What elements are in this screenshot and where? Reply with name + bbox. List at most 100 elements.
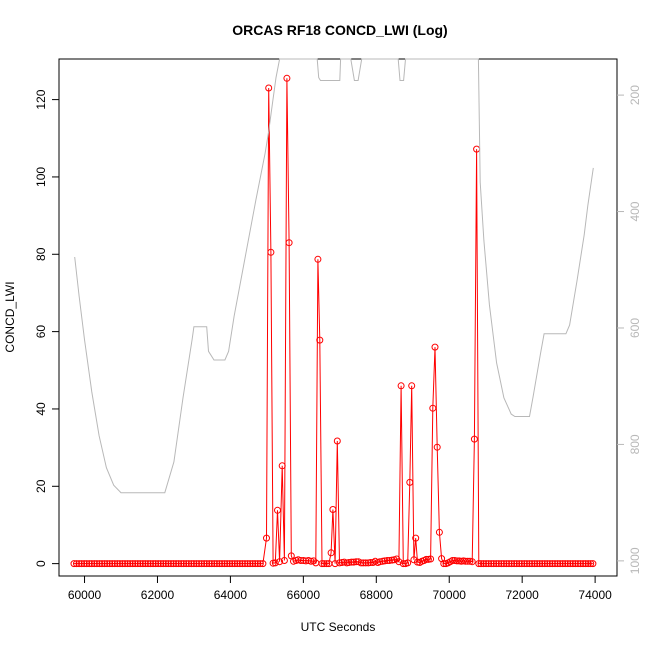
data-point (228, 560, 236, 568)
data-point (314, 255, 322, 263)
data-point (147, 560, 154, 568)
data-point (566, 560, 574, 568)
data-point (75, 560, 83, 568)
secondary-y-axis: 200 400 600 800 1000 (617, 85, 642, 574)
x-tick-label: 64000 (214, 588, 248, 602)
data-point (205, 560, 213, 568)
data-point (236, 560, 244, 568)
series-line (74, 78, 593, 565)
y2-tick-label: 200 (628, 85, 642, 105)
data-point (577, 560, 584, 568)
data-point (367, 559, 374, 566)
data-point (285, 239, 293, 247)
data-point (352, 558, 360, 566)
data-point (126, 560, 134, 568)
data-point (101, 560, 109, 568)
data-point (385, 557, 393, 564)
data-point (336, 559, 343, 567)
x-axis-label: UTC Seconds (301, 620, 376, 634)
data-point (241, 560, 249, 568)
data-point (139, 560, 147, 568)
data-point (559, 560, 567, 568)
data-point (548, 560, 556, 568)
data-point (267, 248, 275, 256)
data-point (316, 336, 324, 344)
data-point (216, 560, 223, 568)
y-axis: 0 20 40 60 80 100 120 (34, 89, 59, 567)
data-point (551, 560, 559, 568)
y-tick-label: 40 (34, 402, 48, 416)
x-tick-label: 66000 (287, 588, 321, 602)
data-point (399, 560, 407, 568)
data-point (318, 560, 326, 568)
data-point (80, 560, 88, 568)
data-point (195, 560, 203, 568)
data-point (404, 559, 412, 567)
data-point (78, 560, 86, 568)
data-point (170, 560, 177, 568)
data-point (569, 560, 577, 568)
data-point (157, 560, 165, 568)
data-point (280, 557, 288, 564)
data-point (427, 555, 435, 563)
y-tick-label: 20 (34, 479, 48, 493)
data-point (470, 435, 478, 443)
data-point (362, 559, 370, 567)
data-point (164, 560, 172, 568)
data-point (83, 560, 91, 568)
data-point (515, 560, 523, 568)
data-point (278, 462, 286, 470)
data-point (198, 560, 206, 568)
data-point (274, 506, 281, 514)
data-point (556, 560, 564, 568)
y2-tick-label: 800 (628, 434, 642, 454)
data-point (410, 556, 418, 564)
data-point (172, 560, 180, 568)
x-tick-label: 74000 (578, 588, 612, 602)
data-point (299, 557, 307, 564)
data-point (480, 560, 487, 568)
data-point (320, 560, 328, 568)
data-point (175, 560, 183, 568)
data-point (485, 560, 493, 568)
data-point (449, 557, 456, 564)
data-point (283, 74, 291, 82)
y2-tick-label: 400 (628, 201, 642, 221)
data-point (495, 560, 503, 568)
data-point (579, 560, 587, 568)
data-point (492, 560, 500, 568)
data-point (233, 560, 241, 568)
data-point (259, 560, 267, 568)
data-point (251, 560, 259, 568)
data-point (106, 560, 114, 568)
data-point (246, 560, 254, 568)
data-point (177, 560, 185, 568)
data-point (536, 560, 544, 568)
data-point (131, 560, 139, 568)
data-point (254, 560, 262, 568)
data-point (406, 478, 414, 486)
data-point (159, 560, 167, 568)
x-tick-label: 70000 (433, 588, 467, 602)
data-point (193, 560, 200, 568)
data-point (490, 560, 498, 568)
data-point (249, 560, 257, 568)
data-point (182, 560, 190, 568)
data-point (422, 555, 430, 563)
data-point (103, 560, 111, 568)
data-point (333, 437, 341, 445)
data-point (345, 559, 353, 566)
data-point (395, 558, 403, 566)
data-point (256, 560, 264, 568)
data-point (108, 560, 116, 568)
data-point (505, 560, 513, 568)
data-point (221, 560, 229, 568)
data-point (582, 560, 590, 568)
data-point (348, 558, 355, 566)
data-point (185, 560, 193, 568)
data-point (431, 343, 439, 351)
data-point (136, 560, 144, 568)
data-point (307, 557, 315, 565)
data-point (587, 560, 595, 568)
data-point (376, 558, 384, 566)
